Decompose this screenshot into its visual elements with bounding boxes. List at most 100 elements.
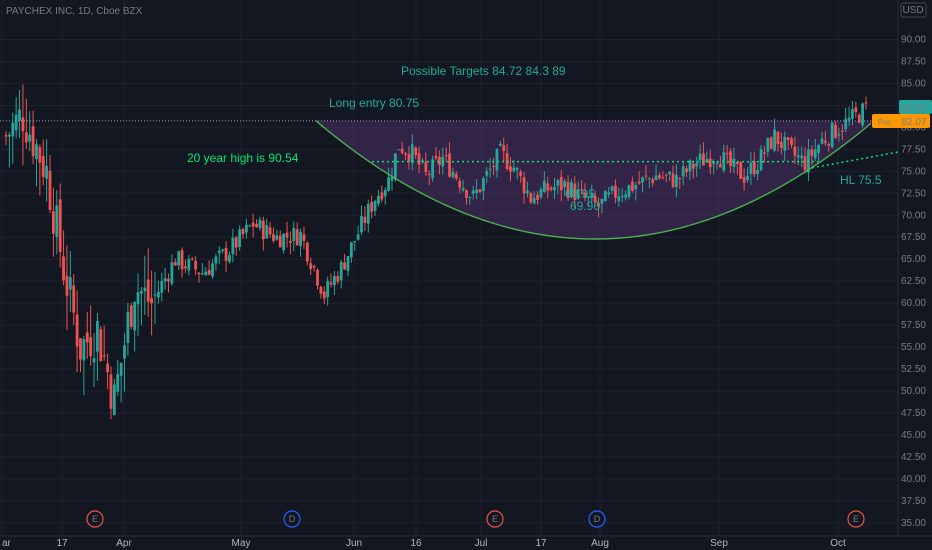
candle-down [823,140,827,143]
candle-down [109,374,113,409]
candle-down [786,137,790,141]
x-tick-label: ar [2,538,12,549]
symbol-title: PAYCHEX INC, 1D, Cboe BZX [6,6,143,17]
candle-down [404,153,407,155]
candle-up [698,153,702,161]
candle-up [160,281,164,293]
last-price-value: 82.07 [902,103,927,114]
candle-down [448,153,451,177]
candle-down [729,151,732,167]
candle-up [759,149,763,171]
annotation-targets: Possible Targets 84.72 84.3 89 [401,64,566,78]
candle-up [641,177,644,183]
x-tick-label: Aug [591,538,609,549]
candle-down [305,242,309,262]
candle-up [177,251,181,266]
candle-down [529,193,533,203]
candle-down [251,222,255,227]
candle-down [336,276,340,282]
y-tick-label: 50.00 [901,386,926,397]
candle-down [536,194,539,200]
candle-down [864,102,868,104]
candle-down [316,269,319,286]
candle-up [163,277,167,282]
event-label: E [492,514,498,524]
grid [0,0,898,536]
time-axis[interactable]: ar 17 Apr May Jun 16 Jul 17 Aug Sep Oct [0,535,932,549]
candle-down [285,232,289,238]
candle-up [485,171,489,176]
candle-down [48,170,52,210]
candle-down [444,155,448,157]
candle-up [526,190,529,194]
candle-down [834,124,837,139]
candle-up [28,134,32,142]
y-tick-label: 57.50 [901,320,926,331]
candle-up [377,195,380,204]
annotation-low-a: 68.95 [565,187,595,201]
candle-up [18,109,21,121]
candle-down [763,152,766,154]
candle-up [45,165,49,179]
y-tick-label: 35.00 [901,518,926,529]
candle-up [610,186,614,191]
candle-up [265,224,269,239]
candle-down [272,234,275,241]
candle-up [712,161,716,164]
candle-up [654,175,658,181]
event-marker [86,510,104,528]
candle-down [278,235,282,248]
candle-up [773,129,776,151]
candle-up [258,219,262,229]
y-tick-label: 67.50 [901,232,926,243]
candle-up [600,198,604,204]
candle-up [576,189,580,199]
candle-up [360,215,363,233]
candle-down [637,181,641,184]
candle-up [387,177,390,191]
candle-down [840,130,844,132]
candle-up [563,180,567,188]
candle-up [214,256,218,264]
candle-down [99,329,103,362]
candle-down [593,195,597,203]
candle-down [224,247,228,261]
pre-market-value: 82.07 [901,117,926,128]
candle-down [289,241,292,243]
candle-down [614,185,617,198]
candle-up [746,175,749,181]
candle-down [150,298,153,304]
candle-down [437,156,441,165]
pre-market-label: Pre [878,118,891,127]
candle-up [512,167,516,172]
candle-down [658,175,661,179]
candle-down [427,173,431,175]
candle-down [52,211,55,234]
y-tick-label: 75.00 [901,166,926,177]
candle-up [123,345,126,359]
candle-up [851,109,854,119]
candle-down [167,278,170,282]
candle-up [92,358,96,363]
currency-badge[interactable] [900,2,927,18]
candle-down [414,147,418,155]
candle-up [221,249,225,252]
candle-down [458,181,462,188]
annotation-long-entry: Long entry 80.75 [329,96,419,110]
x-tick-label: 17 [56,538,68,549]
candle-up [116,374,120,392]
candle-up [705,159,709,163]
candle-up [333,276,336,286]
candle-down [742,176,746,183]
event-marker [283,510,301,528]
candle-down [363,216,367,223]
candle-up [532,198,536,204]
candle-up [668,171,672,175]
candle-up [200,273,204,275]
candle-down [478,189,482,193]
candle-up [170,262,174,284]
candle-down [424,161,428,173]
candle-down [302,234,306,241]
event-label: D [594,514,601,524]
